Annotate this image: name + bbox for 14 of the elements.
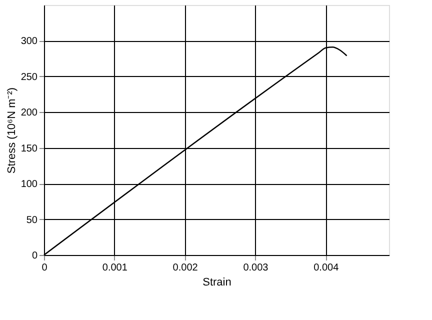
x-tick-label: 0.003 — [243, 262, 269, 274]
y-tick-label: 200 — [20, 108, 38, 119]
y-axis-title: Stress (10⁶N m⁻²) — [6, 87, 18, 174]
x-tick-label: 0.002 — [172, 262, 198, 274]
y-tick-label: 300 — [20, 36, 38, 48]
y-tick-label: 100 — [20, 179, 38, 190]
y-tick-label: 50 — [26, 214, 38, 226]
x-axis-title: Strain — [202, 276, 232, 288]
y-tick-label: 250 — [20, 72, 38, 83]
y-tick-label: 150 — [20, 143, 38, 154]
y-tick-label: 0 — [32, 250, 38, 262]
x-tick-label: 0.001 — [102, 262, 128, 274]
x-tick-label: 0 — [42, 262, 48, 274]
x-tick-label: 0.004 — [314, 262, 340, 274]
